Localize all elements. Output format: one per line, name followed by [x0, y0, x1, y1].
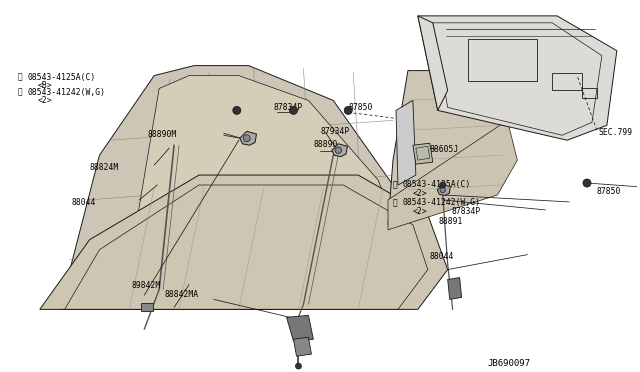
Text: 87834P: 87834P: [452, 207, 481, 216]
Text: <B>: <B>: [38, 81, 52, 90]
Polygon shape: [437, 185, 451, 195]
Polygon shape: [418, 16, 617, 140]
Circle shape: [440, 182, 445, 188]
Circle shape: [583, 179, 591, 187]
Text: 87850: 87850: [597, 187, 621, 196]
Text: JB690097: JB690097: [488, 359, 531, 368]
Polygon shape: [294, 337, 312, 356]
Text: 88044: 88044: [430, 252, 454, 261]
Polygon shape: [396, 100, 416, 185]
Text: 88890M: 88890M: [147, 130, 177, 139]
Polygon shape: [413, 143, 433, 164]
Text: 88044: 88044: [72, 198, 96, 207]
Circle shape: [296, 363, 301, 369]
Text: 88842MA: 88842MA: [164, 291, 198, 299]
Circle shape: [440, 187, 445, 193]
Text: Ⓢ: Ⓢ: [18, 87, 22, 96]
Circle shape: [344, 106, 352, 114]
Text: 87834P: 87834P: [273, 103, 303, 112]
Text: 87850: 87850: [348, 103, 372, 112]
Polygon shape: [418, 16, 448, 110]
Text: 08543-41242(W,G): 08543-41242(W,G): [28, 87, 106, 96]
Polygon shape: [448, 278, 461, 299]
Circle shape: [243, 135, 250, 142]
Text: 08543-4125A(C): 08543-4125A(C): [403, 180, 471, 189]
Text: 88605J: 88605J: [430, 145, 459, 154]
Text: 08543-4125A(C): 08543-4125A(C): [28, 73, 96, 81]
Text: 88891: 88891: [439, 217, 463, 226]
Polygon shape: [332, 144, 348, 157]
Text: 88890: 88890: [314, 140, 338, 149]
Text: Ⓢ: Ⓢ: [393, 198, 397, 207]
Polygon shape: [141, 304, 153, 311]
Polygon shape: [124, 76, 398, 295]
Text: 88824M: 88824M: [90, 163, 119, 172]
Circle shape: [233, 106, 241, 114]
Text: SEC.799: SEC.799: [599, 128, 633, 137]
Text: Ⓢ: Ⓢ: [18, 73, 22, 81]
Text: Ⓢ: Ⓢ: [393, 180, 397, 189]
Circle shape: [335, 147, 342, 153]
Polygon shape: [388, 71, 508, 225]
Circle shape: [289, 106, 298, 114]
Text: <2>: <2>: [413, 207, 428, 216]
Polygon shape: [388, 120, 517, 230]
Polygon shape: [60, 65, 413, 310]
Polygon shape: [240, 131, 257, 145]
Text: 87934P: 87934P: [321, 127, 349, 136]
Text: 08543-41242(W,G): 08543-41242(W,G): [403, 198, 481, 207]
Text: <2>: <2>: [413, 189, 428, 198]
Text: <2>: <2>: [38, 96, 52, 105]
Polygon shape: [40, 175, 448, 310]
Text: 89842M: 89842M: [131, 280, 161, 289]
Polygon shape: [287, 315, 314, 341]
